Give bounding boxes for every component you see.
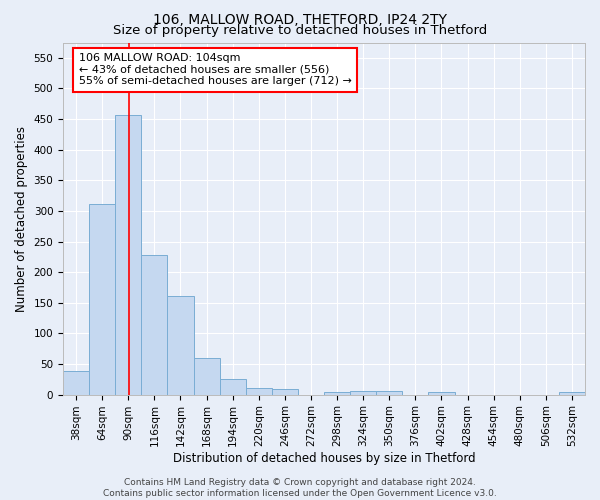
Bar [194, 358, 220, 394]
Bar [376, 391, 403, 394]
Bar [63, 372, 89, 394]
Bar [559, 392, 585, 394]
X-axis label: Distribution of detached houses by size in Thetford: Distribution of detached houses by size … [173, 452, 475, 465]
Text: Size of property relative to detached houses in Thetford: Size of property relative to detached ho… [113, 24, 487, 37]
Bar [350, 391, 376, 394]
Text: Contains HM Land Registry data © Crown copyright and database right 2024.
Contai: Contains HM Land Registry data © Crown c… [103, 478, 497, 498]
Bar [220, 380, 246, 394]
Bar [89, 204, 115, 394]
Bar [324, 392, 350, 394]
Bar [142, 255, 167, 394]
Text: 106 MALLOW ROAD: 104sqm
← 43% of detached houses are smaller (556)
55% of semi-d: 106 MALLOW ROAD: 104sqm ← 43% of detache… [79, 53, 352, 86]
Bar [272, 389, 298, 394]
Bar [428, 392, 455, 394]
Y-axis label: Number of detached properties: Number of detached properties [15, 126, 28, 312]
Bar [167, 296, 194, 394]
Bar [115, 116, 142, 394]
Bar [246, 388, 272, 394]
Text: 106, MALLOW ROAD, THETFORD, IP24 2TY: 106, MALLOW ROAD, THETFORD, IP24 2TY [153, 12, 447, 26]
